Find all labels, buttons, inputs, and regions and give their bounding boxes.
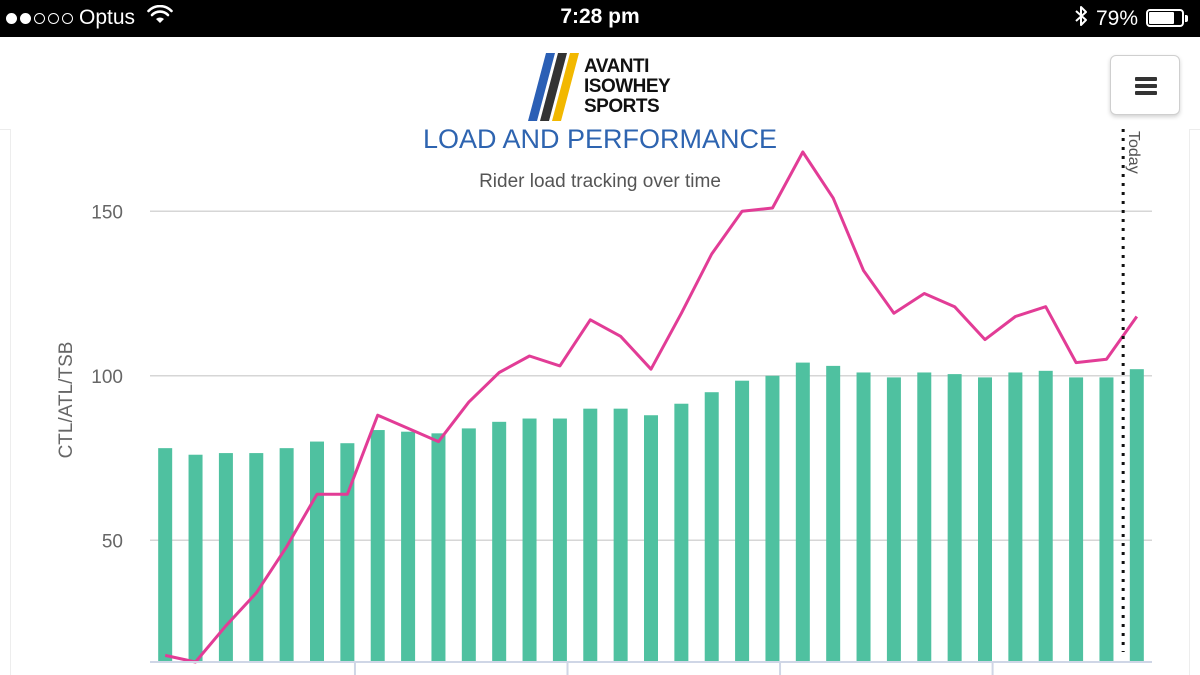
today-marker: Today — [1121, 129, 1142, 652]
bar — [856, 372, 871, 662]
y-tick-label: 100 — [91, 367, 123, 388]
status-left: Optus — [6, 4, 173, 31]
today-label: Today — [1125, 131, 1142, 174]
signal-dot — [34, 12, 45, 24]
signal-dot — [6, 12, 17, 24]
logo-line-2: ISOWHEY — [584, 76, 671, 97]
bar — [826, 365, 841, 662]
bar — [1038, 370, 1053, 662]
bar — [552, 418, 567, 662]
logo-line-1: AVANTI — [584, 56, 649, 77]
bar — [947, 374, 962, 662]
x-axis — [150, 661, 1152, 675]
status-bar: Optus 7:28 pm 79% — [0, 0, 1200, 37]
signal-dot — [20, 12, 31, 24]
team-logo[interactable]: AVANTI ISOWHEY SPORTS — [528, 45, 678, 125]
carrier-name: Optus — [79, 6, 136, 29]
battery-level — [1149, 12, 1175, 24]
signal-dot — [48, 12, 59, 24]
bar — [613, 408, 628, 662]
battery-percentage: 79% — [1095, 7, 1138, 30]
bar — [158, 448, 173, 662]
bar — [765, 375, 780, 662]
chart-title: LOAD AND PERFORMANCE — [422, 124, 778, 154]
bar — [674, 403, 689, 662]
y-axis-label: CTL/ATL/TSB — [56, 342, 77, 459]
bar — [1099, 377, 1114, 662]
logo-wordmark: AVANTI ISOWHEY SPORTS — [584, 56, 671, 117]
logo-line-3: SPORTS — [584, 96, 660, 117]
bar — [249, 453, 264, 662]
app-header: AVANTI ISOWHEY SPORTS — [0, 37, 1200, 130]
wifi-icon — [147, 4, 173, 31]
bluetooth-icon — [1074, 5, 1088, 33]
hamburger-icon — [1135, 77, 1157, 95]
signal-dot — [62, 12, 73, 24]
bar — [401, 431, 416, 662]
bar — [978, 377, 992, 662]
bar — [218, 453, 233, 662]
bar — [279, 448, 294, 662]
bar — [370, 430, 385, 662]
bar — [735, 380, 750, 662]
bar — [886, 377, 901, 662]
bar — [492, 421, 507, 662]
bar — [795, 362, 810, 662]
bar — [704, 392, 719, 662]
chart-card — [10, 129, 1190, 675]
bar — [583, 408, 598, 662]
menu-button[interactable] — [1110, 55, 1180, 115]
logo-stripes-icon — [528, 53, 579, 121]
bar — [522, 418, 537, 662]
bar — [1008, 372, 1023, 662]
bar — [644, 415, 658, 662]
bar — [431, 433, 446, 662]
y-tick-label: 50 — [102, 531, 123, 552]
status-right: 79% — [1074, 5, 1190, 33]
bar — [917, 372, 932, 662]
clock: 7:28 pm — [560, 5, 640, 28]
bar — [461, 428, 476, 662]
battery-icon — [1146, 9, 1190, 29]
bar — [188, 454, 203, 662]
signal-strength-icon — [6, 12, 73, 24]
bar — [340, 443, 355, 662]
bar — [1069, 377, 1084, 662]
bar — [310, 441, 324, 662]
bar — [1129, 369, 1144, 662]
chart-subtitle: Rider load tracking over time — [479, 171, 721, 192]
bar-series — [158, 362, 1144, 662]
y-tick-label: 150 — [91, 202, 123, 223]
line-series — [164, 150, 1139, 664]
line-series-path — [164, 150, 1139, 664]
